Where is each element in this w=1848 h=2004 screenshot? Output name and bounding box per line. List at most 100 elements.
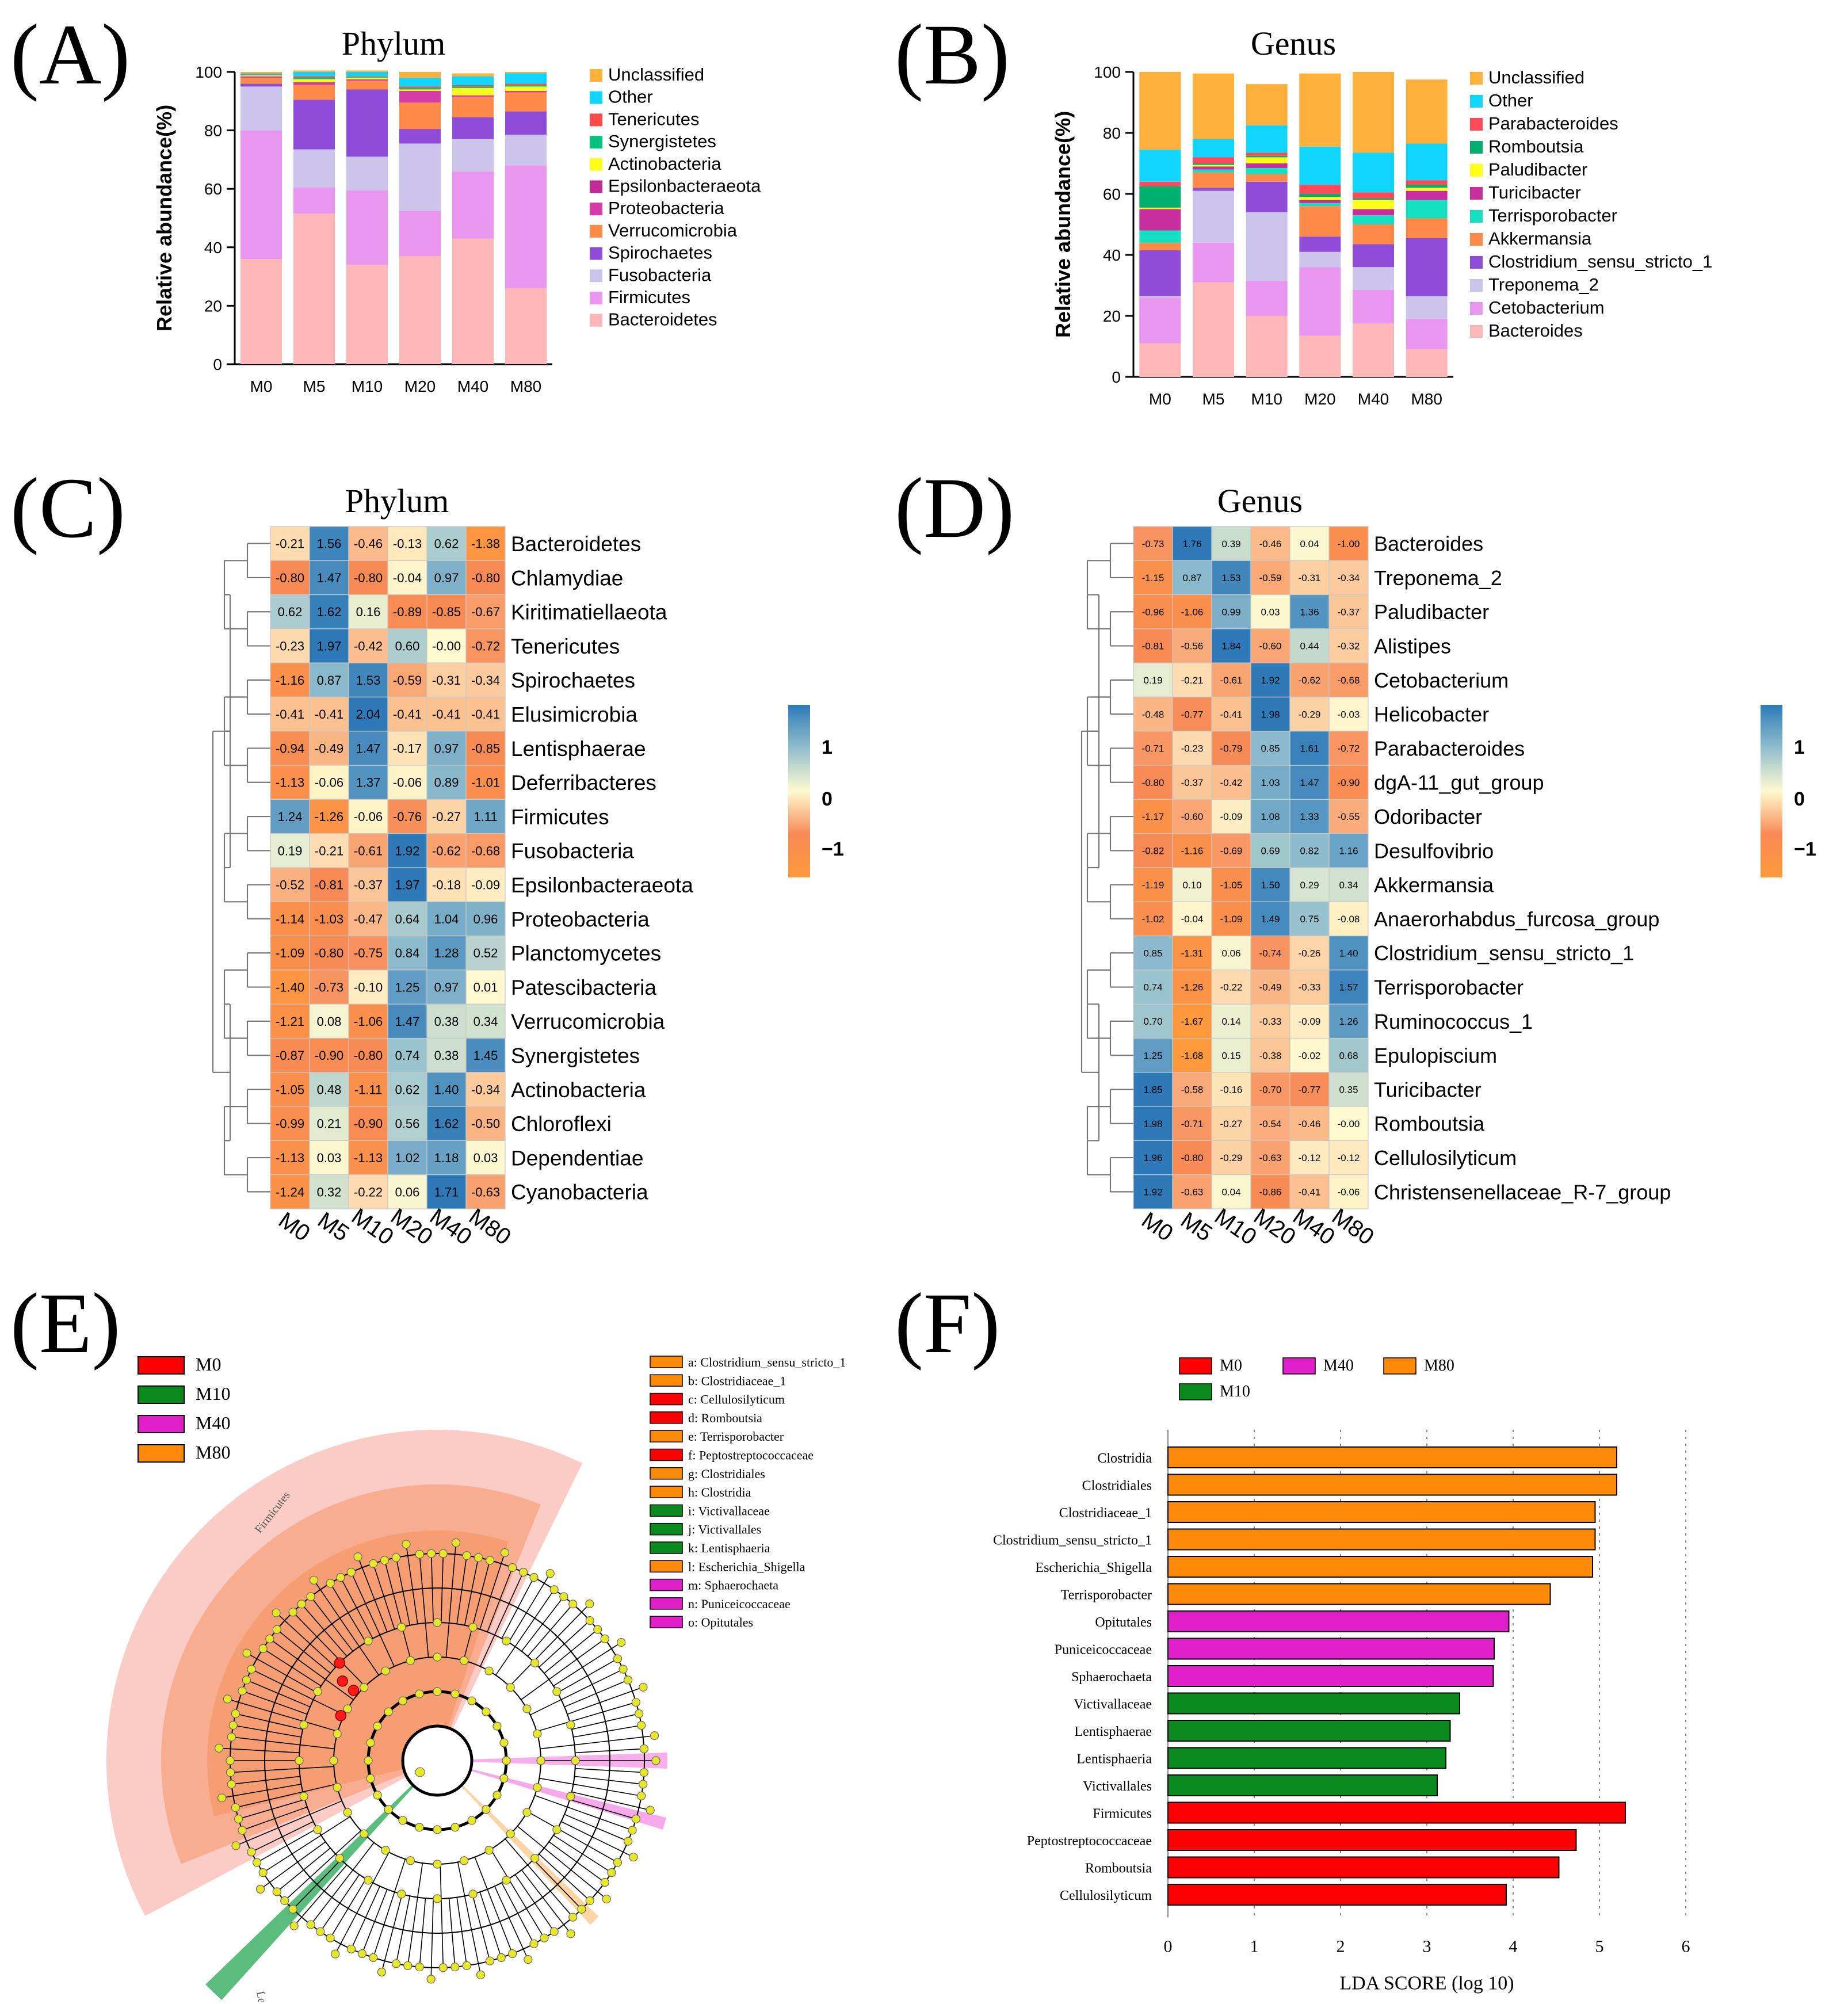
heatmap-value: 1.62 [317, 605, 342, 619]
colorbar [1761, 705, 1782, 877]
column-label: M5 [313, 1207, 354, 1246]
heatmap-cell [387, 696, 427, 732]
tree-node [364, 1636, 373, 1646]
heatmap-value: -0.41 [315, 707, 343, 722]
bar-segment [1193, 165, 1234, 167]
legend-label: Paludibacter [1488, 159, 1587, 180]
tree-node [533, 1782, 542, 1792]
heatmap-value: 1.47 [395, 1014, 420, 1029]
tree-node [343, 1704, 352, 1713]
tree-node [364, 1756, 373, 1765]
tree-node [637, 1721, 646, 1730]
heatmap-cell [465, 765, 506, 800]
heatmap-cell [1172, 628, 1212, 663]
tree-node [585, 1616, 594, 1625]
tree-node [566, 1929, 575, 1938]
tree-branch [464, 1558, 479, 1625]
tree-branch [242, 1690, 308, 1715]
tree-branch [530, 1669, 624, 1716]
x-tick-label: 2 [1337, 1937, 1345, 1956]
feature-label: n: Puniceicoccaceae [688, 1597, 791, 1611]
tree-node [639, 1768, 649, 1777]
bar-segment [505, 73, 547, 84]
heatmap-cell [426, 867, 467, 902]
tree-node [502, 1756, 511, 1765]
heatmap-cell [270, 969, 310, 1005]
tree-branch [292, 1859, 342, 1910]
heatmap-value: 1.85 [1143, 1085, 1162, 1095]
legend-label: M10 [1220, 1383, 1250, 1400]
bar-segment [1406, 319, 1448, 350]
panel-label-f: (F) [895, 1276, 1001, 1371]
tree-branch [575, 1768, 644, 1773]
tree-branch [430, 1898, 434, 1979]
heatmap-cell [1133, 662, 1173, 698]
tree-node [506, 1683, 515, 1692]
heatmap-cell [387, 799, 427, 834]
tree-node [552, 1687, 562, 1696]
heatmap-value: 0.19 [278, 843, 303, 858]
tree-node [384, 1805, 393, 1814]
bar-segment [346, 70, 388, 72]
tree-branch [571, 1791, 651, 1811]
tree-branch [521, 1596, 564, 1652]
heatmap-value: 0.06 [395, 1185, 420, 1199]
tree-node [415, 1689, 424, 1698]
heatmap-value: -0.23 [276, 639, 304, 653]
heatmap-value: -0.09 [471, 878, 500, 892]
row-label: Alistipes [1374, 635, 1451, 658]
heatmap-value: 1.47 [356, 741, 381, 755]
bar-segment [1299, 197, 1341, 200]
heatmap-value: 0.35 [1339, 1085, 1358, 1095]
tree-node [624, 1837, 633, 1846]
tree-node [566, 1792, 575, 1801]
heatmap-value: -1.00 [1338, 539, 1360, 549]
heatmap-value: 1.53 [356, 673, 381, 688]
tree-branch [456, 1897, 468, 1966]
bar-segment [346, 78, 388, 79]
legend-swatch [138, 1415, 185, 1433]
tree-node [426, 1975, 436, 1984]
heatmap-cell [465, 1037, 506, 1073]
heatmap-value: 1.49 [1261, 914, 1280, 925]
heatmap-value: -0.79 [1220, 743, 1243, 754]
tree-node [299, 1792, 308, 1801]
heatmap-cell [426, 1106, 467, 1141]
heatmap-value: -0.59 [1259, 572, 1282, 583]
heatmap-value: 0.16 [356, 605, 381, 619]
heatmap-value: 0.82 [1300, 845, 1319, 856]
tree-branch [231, 1736, 335, 1750]
heatmap-value: -0.03 [1338, 709, 1360, 720]
tree-node [467, 1816, 476, 1825]
row-label: Lentisphaerae [511, 737, 646, 761]
tree-node [295, 1756, 304, 1765]
heatmap-value: -0.31 [432, 673, 461, 688]
heatmap-value: 0.44 [1300, 641, 1319, 652]
heatmap-value: -1.17 [1142, 811, 1164, 822]
tree-node [272, 1887, 281, 1896]
y-tick-label: 0 [1112, 368, 1121, 386]
row-label: Cellulosilyticum [1374, 1146, 1517, 1170]
legend-swatch [1383, 1357, 1416, 1375]
heatmap-cell [426, 731, 467, 766]
tree-node [313, 1687, 322, 1696]
heatmap-value: -0.85 [432, 605, 461, 619]
feature-swatch [650, 1430, 683, 1442]
bar-segment [505, 72, 547, 74]
bar-segment [399, 86, 441, 88]
tree-node [559, 1592, 568, 1601]
lda-bar [1167, 1610, 1510, 1632]
heatmap-value: -0.13 [393, 537, 422, 551]
bar-segment [399, 102, 441, 129]
bar-segment [1193, 282, 1234, 377]
bar-label: Puniceicoccaceae [1055, 1643, 1152, 1658]
tree-node [602, 1894, 611, 1904]
tree-branch [480, 1572, 524, 1667]
row-label: Planctomycetes [511, 942, 661, 965]
heatmap-value: 0.97 [434, 741, 459, 755]
heatmap-value: 1.47 [1300, 777, 1319, 788]
colorbar [788, 705, 810, 877]
legend-label: Firmicutes [608, 287, 690, 307]
bar-segment [1406, 79, 1448, 144]
tree-branch [276, 1848, 331, 1892]
